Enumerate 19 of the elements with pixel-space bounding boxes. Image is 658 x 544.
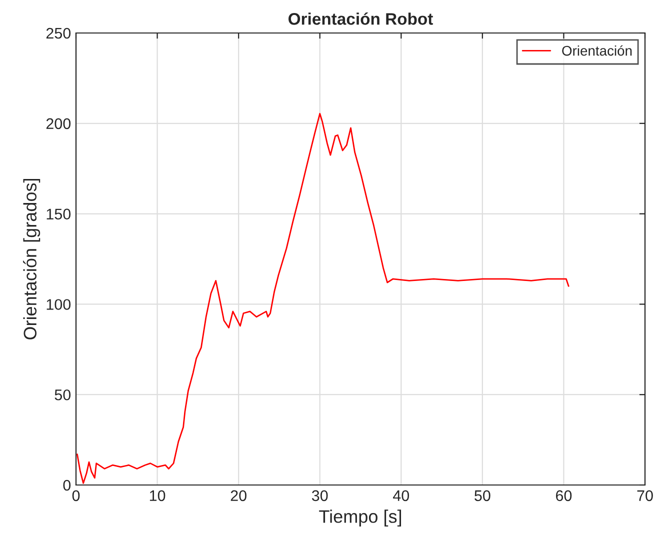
x-tick-label: 20: [230, 490, 246, 502]
x-tick-label: 60: [556, 490, 572, 502]
line-series: [76, 112, 570, 484]
y-tick-label: 200: [46, 118, 71, 130]
y-tick-label: 150: [46, 208, 71, 220]
legend-label: Orientación: [562, 45, 632, 56]
x-tick-label: 40: [393, 490, 410, 502]
x-axis-title: Tiempo [s]: [319, 510, 402, 526]
x-tick-label: 10: [150, 490, 166, 502]
x-tick-label: 30: [312, 490, 328, 502]
y-tick-label: 100: [46, 299, 71, 310]
x-tick-label: 0: [72, 490, 80, 502]
y-axis-title: Orientación [grados]: [23, 178, 40, 340]
chart-title: Orientación Robot: [288, 12, 433, 25]
y-tick-label: 0: [63, 480, 71, 491]
y-tick-label: 50: [54, 389, 71, 400]
y-tick-label: 250: [46, 28, 71, 39]
x-tick-label: 70: [637, 490, 653, 502]
x-tick-label: 50: [474, 490, 490, 502]
